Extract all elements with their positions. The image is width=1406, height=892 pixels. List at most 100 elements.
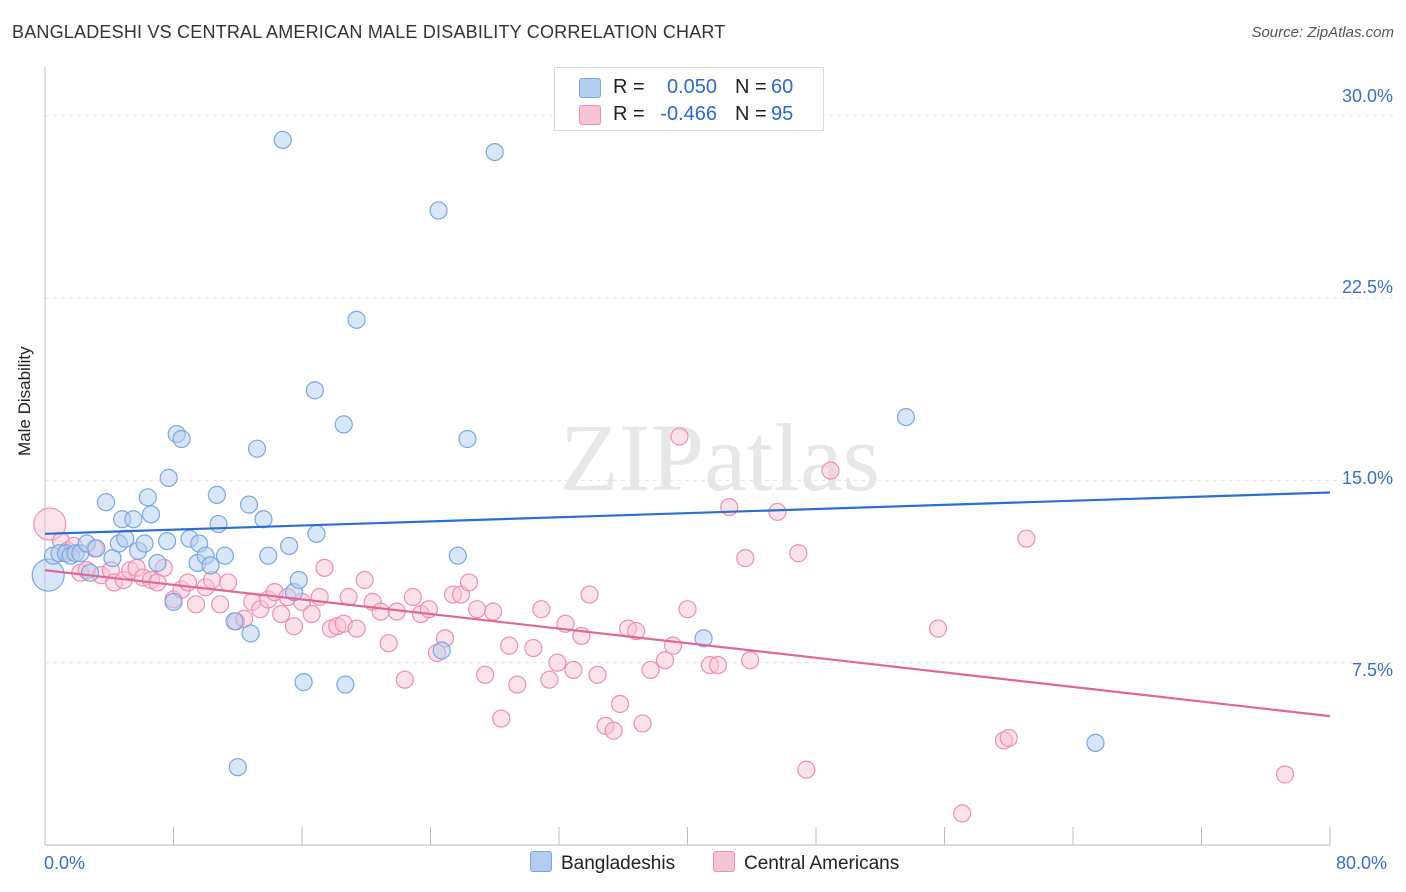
data-point (157, 531, 177, 551)
data-point (403, 587, 422, 607)
data-point (239, 495, 259, 514)
data-point (336, 675, 355, 694)
data-point (186, 595, 206, 614)
data-point (228, 758, 247, 777)
y-tick-label: 7.5% (1351, 660, 1393, 680)
data-point (141, 505, 161, 524)
data-point (172, 429, 191, 449)
data-point (289, 570, 308, 590)
data-point (626, 621, 646, 641)
correlation-legend: R = 0.050 N = 60 R = -0.466 N = 95 (554, 67, 824, 131)
data-point (355, 570, 374, 590)
data-point (532, 600, 551, 619)
data-point (148, 553, 167, 573)
data-point (124, 510, 143, 529)
data-point (896, 408, 916, 427)
data-point (1275, 765, 1295, 784)
legend-swatch-blue (579, 78, 601, 98)
data-point (655, 651, 675, 670)
y-tick-label: 15.0% (1341, 468, 1393, 488)
x-tick-label-max: 80.0% (1336, 853, 1388, 873)
data-point (476, 665, 495, 684)
data-point (821, 461, 840, 480)
trend-lines (44, 491, 1331, 718)
data-point (259, 546, 278, 565)
data-point (135, 534, 154, 553)
data-point (492, 709, 511, 728)
data-point (138, 488, 157, 507)
data-point (768, 502, 787, 522)
data-point (294, 673, 313, 692)
data-point (379, 634, 398, 653)
data-point (201, 556, 220, 575)
data-point (116, 529, 135, 548)
bangladeshis-points (31, 130, 1105, 777)
legend-swatch-pink (579, 105, 601, 125)
legend-row-central-americans: R = -0.466 N = 95 (555, 101, 823, 129)
data-point (209, 514, 228, 534)
data-point (207, 485, 226, 504)
data-point (80, 563, 100, 582)
data-point (87, 539, 106, 558)
data-point (485, 142, 504, 162)
legend-n-value: 95 (771, 103, 794, 125)
data-point (305, 381, 324, 400)
legend-row-bangladeshis: R = 0.050 N = 60 (555, 74, 823, 102)
legend-r-label: R = (613, 76, 645, 98)
data-point (663, 636, 683, 655)
data-point (241, 624, 260, 643)
legend-r-value: 0.050 (666, 76, 717, 98)
data-point (284, 617, 304, 636)
data-point (459, 573, 479, 592)
data-point (429, 201, 448, 220)
data-point (641, 660, 660, 680)
data-point (524, 638, 543, 658)
data-point (604, 721, 623, 740)
legend-n-label: N = (735, 76, 767, 98)
data-point (588, 665, 607, 684)
data-point (1086, 733, 1105, 752)
data-point (395, 670, 414, 689)
data-point (302, 604, 321, 624)
data-point (999, 728, 1018, 748)
data-point (953, 804, 972, 823)
data-point (548, 653, 567, 672)
data-point (610, 694, 630, 714)
legend-item-central-americans: Central Americans (713, 851, 899, 875)
watermark: ZIPatlas (560, 404, 880, 511)
data-point (225, 612, 244, 631)
data-point (96, 493, 116, 512)
data-point (432, 641, 451, 660)
data-point (254, 510, 273, 529)
data-point (1017, 529, 1036, 548)
data-point (448, 546, 467, 565)
data-point (315, 558, 334, 577)
data-point (178, 573, 198, 592)
data-point (159, 468, 178, 487)
data-point (540, 670, 559, 689)
axes (44, 67, 1331, 846)
data-point (508, 675, 527, 694)
data-point (210, 595, 230, 614)
data-point (31, 558, 65, 592)
data-point (467, 600, 487, 619)
trend-line-bangladeshis (44, 491, 1331, 535)
data-point (458, 429, 477, 449)
data-point (33, 507, 67, 541)
legend-label: Central Americans (744, 853, 900, 874)
grid-lines (45, 115, 1393, 664)
data-point (789, 544, 808, 563)
data-point (219, 573, 238, 592)
data-point (484, 602, 503, 621)
data-point (500, 636, 519, 655)
data-point (670, 427, 689, 446)
data-point (678, 600, 697, 619)
y-tick-label: 30.0% (1341, 86, 1393, 106)
legend-label: Bangladeshis (561, 853, 676, 874)
data-point (347, 310, 366, 329)
data-point (272, 604, 291, 624)
data-point (273, 130, 292, 150)
trend-line-central-americans (44, 569, 1331, 718)
data-point (708, 655, 728, 675)
